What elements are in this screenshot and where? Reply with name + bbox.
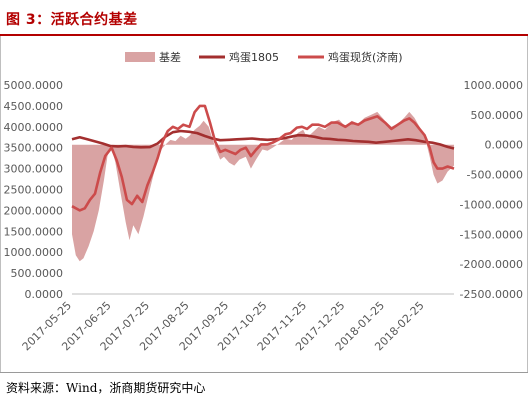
legend: 基差 鸡蛋1805 鸡蛋现货(济南)	[125, 50, 403, 64]
y-right-tick-label: -1000.0000	[460, 198, 523, 211]
y-left-tick-label: 0.0000	[25, 288, 64, 301]
y-left-tick-label: 2000.0000	[4, 204, 64, 217]
y-right-tick-label: -2000.0000	[460, 258, 523, 271]
y-right-tick-label: -2500.0000	[460, 288, 523, 301]
title-rule	[0, 34, 528, 36]
y-left-tick-label: 500.0000	[11, 267, 64, 280]
source-rule	[0, 372, 528, 373]
source-note: 资料来源：Wind，浙商期货研究中心	[6, 381, 206, 395]
y-left-tick-label: 1000.0000	[4, 246, 64, 259]
y-left-tick-label: 3500.0000	[4, 142, 64, 155]
legend-label: 鸡蛋现货(济南)	[328, 50, 403, 64]
chart-title: 图 3：活跃合约基差	[6, 12, 138, 28]
legend-swatch-basis	[125, 52, 155, 62]
series-futures-line	[71, 129, 455, 150]
y-right-tick-label: 1000.0000	[464, 79, 524, 92]
legend-label: 鸡蛋1805	[229, 50, 279, 64]
y-right-tick-label: 500.0000	[471, 109, 524, 122]
y-left-tick-label: 4000.0000	[4, 121, 64, 134]
y-left-tick-label: 4500.0000	[4, 100, 64, 113]
series-spot-line	[71, 104, 455, 212]
y-right-tick-label: 0.0000	[485, 139, 524, 152]
series-basis-area	[72, 111, 454, 262]
y-right-tick-label: -500.0000	[467, 169, 523, 182]
y-left-tick-label: 2500.0000	[4, 184, 64, 197]
legend-label: 基差	[159, 50, 181, 64]
y-right-tick-label: -1500.0000	[460, 228, 523, 241]
y-left-tick-label: 5000.0000	[4, 79, 64, 92]
y-left-tick-label: 3000.0000	[4, 163, 64, 176]
y-left-tick-label: 1500.0000	[4, 225, 64, 238]
plot-area	[71, 104, 455, 262]
